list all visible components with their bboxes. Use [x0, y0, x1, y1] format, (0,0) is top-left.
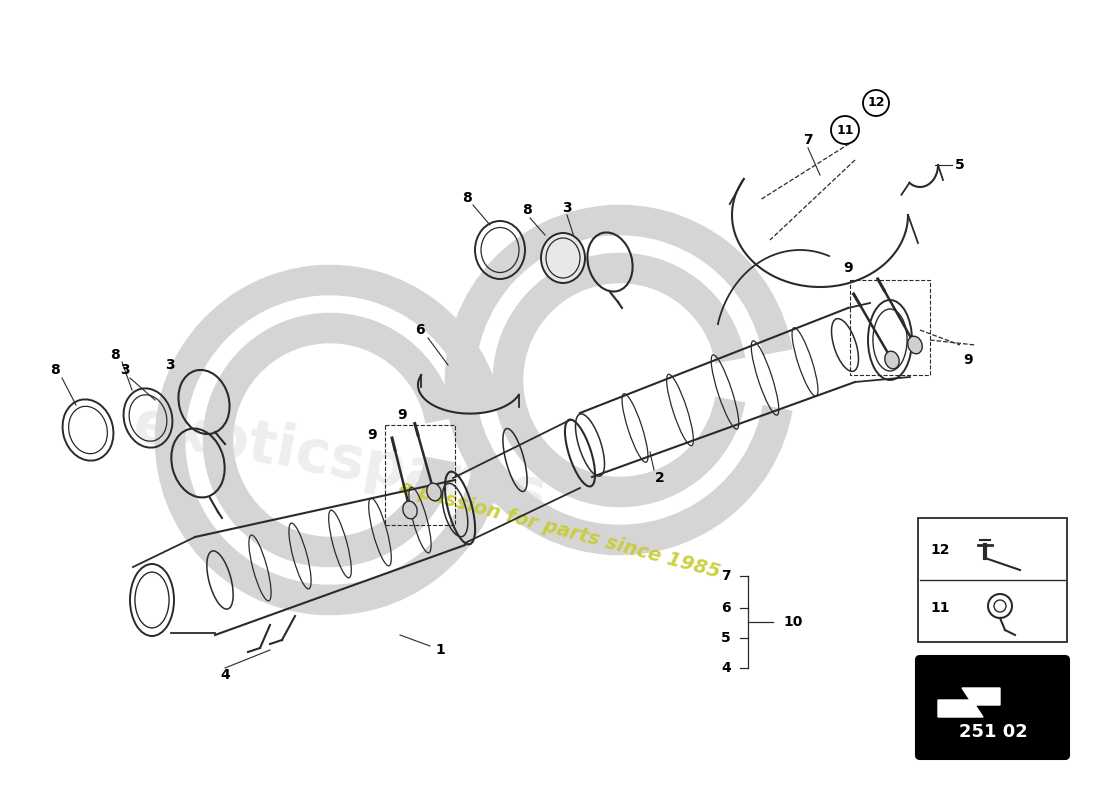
Text: 7: 7 [722, 569, 730, 583]
Bar [850, 280, 930, 375]
Text: 251 02: 251 02 [958, 723, 1027, 741]
Text: 2: 2 [656, 471, 664, 485]
Ellipse shape [884, 351, 899, 369]
Text: 3: 3 [165, 358, 175, 372]
Text: 3: 3 [562, 201, 572, 215]
Text: 6: 6 [415, 323, 425, 337]
Text: exoticspares: exoticspares [129, 395, 551, 525]
FancyBboxPatch shape [916, 656, 1069, 759]
Text: 8: 8 [462, 191, 472, 205]
Text: 3: 3 [120, 363, 130, 377]
Text: 12: 12 [867, 97, 884, 110]
Text: 1: 1 [436, 643, 444, 657]
Text: 7: 7 [803, 133, 813, 147]
Text: 10: 10 [783, 615, 803, 629]
Text: 8: 8 [110, 348, 120, 362]
Text: 8: 8 [522, 203, 532, 217]
Text: 9: 9 [397, 408, 407, 422]
Text: 4: 4 [220, 668, 230, 682]
Text: 6: 6 [722, 601, 730, 615]
Ellipse shape [427, 483, 441, 501]
Text: 12: 12 [931, 543, 949, 557]
Polygon shape [938, 688, 1000, 717]
Ellipse shape [403, 501, 417, 519]
Text: 9: 9 [844, 261, 852, 275]
Text: 11: 11 [931, 601, 949, 615]
Text: 5: 5 [722, 631, 730, 645]
Text: a passion for parts since 1985: a passion for parts since 1985 [397, 478, 723, 582]
FancyBboxPatch shape [918, 518, 1067, 642]
Bar [385, 425, 455, 525]
Text: 9: 9 [964, 353, 972, 367]
Text: 9: 9 [367, 428, 377, 442]
Ellipse shape [541, 233, 585, 283]
Text: 5: 5 [955, 158, 965, 172]
Text: 4: 4 [722, 661, 730, 675]
Ellipse shape [908, 336, 922, 354]
Text: 11: 11 [836, 123, 854, 137]
Text: 8: 8 [51, 363, 59, 377]
